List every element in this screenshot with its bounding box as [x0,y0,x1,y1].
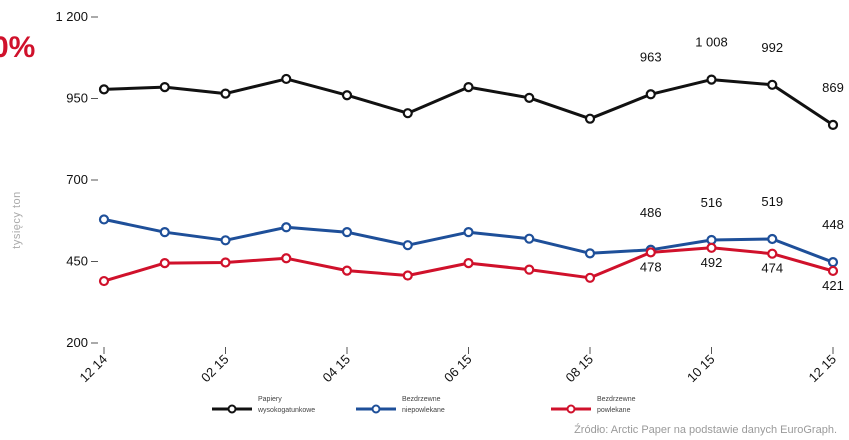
legend-label: Papiery wysokogatunkowe [257,396,315,414]
data-point [827,265,839,277]
x-tick-label: 12 15 [806,352,840,386]
y-tick-label: 200 [66,335,88,350]
series-line-1 [103,217,834,264]
headline-percent: 0% [0,31,35,64]
y-tick-label: 1 200 [55,9,88,24]
legend: Papiery wysokogatunkowe Bezdrzewne niepowle… [212,396,636,414]
legend-swatch-marker [371,404,381,414]
data-point [827,257,839,268]
data-point [281,73,292,85]
data-point [220,88,231,99]
data-point [281,253,292,264]
data-label: 869 [822,80,844,95]
x-tick-label: 06 15 [441,352,475,386]
data-point [402,240,413,251]
data-point [98,275,110,287]
data-point [463,227,474,238]
data-point [159,227,170,238]
data-point [767,79,778,90]
data-point [159,258,170,269]
y-axis-label: tysięcy ton [11,191,23,248]
x-tick-label: 08 15 [563,352,597,386]
data-point [220,257,231,268]
data-point [341,227,353,238]
source-note: Źródło: Arctic Paper na podstawie danych… [574,424,837,436]
data-label: 448 [822,217,844,232]
data-label: 486 [640,205,662,220]
data-label: 492 [701,255,723,270]
data-point [463,258,474,269]
data-point [827,119,839,131]
y-tick-label: 950 [66,91,88,106]
data-point [341,265,353,276]
data-labels: 963 1 008 992 869 486 516 519 448 478 492 474 421 [640,35,844,293]
data-point [524,92,535,103]
series-layer [98,73,839,287]
data-label: 421 [822,278,844,293]
data-point [584,113,596,124]
data-point [463,81,474,93]
y-tick-label: 450 [66,254,88,269]
data-point [524,264,535,275]
data-point [402,270,413,281]
legend-swatch-marker [227,404,237,414]
data-point [767,233,778,245]
x-tick-label: 12 14 [77,352,111,386]
data-point [159,81,170,93]
x-tick-label: 10 15 [684,352,718,386]
data-point [402,108,413,119]
data-point [584,272,596,283]
data-label: 474 [761,261,783,276]
data-label: 519 [761,194,783,209]
data-point [706,242,717,253]
data-point [767,248,778,259]
x-tick-label: 04 15 [320,352,354,386]
data-point [645,89,656,100]
data-label: 992 [761,40,783,55]
data-point [524,233,535,244]
legend-label: Bezdrzewne niepowlekane [402,396,445,414]
x-tick-label: 02 15 [198,352,232,386]
data-point [341,90,353,101]
data-label: 1 008 [695,35,728,50]
data-point [645,247,656,258]
data-label: 963 [640,49,662,64]
y-tick-label: 700 [66,172,88,187]
data-label: 516 [701,195,723,210]
data-point [220,235,231,246]
data-point [584,248,596,259]
data-point [98,84,110,95]
data-point [706,74,717,85]
data-point [281,222,292,233]
legend-label: Bezdrzewne powlekane [597,396,636,414]
data-label: 478 [640,259,662,274]
data-point [98,214,110,225]
legend-swatch-marker [566,404,576,414]
